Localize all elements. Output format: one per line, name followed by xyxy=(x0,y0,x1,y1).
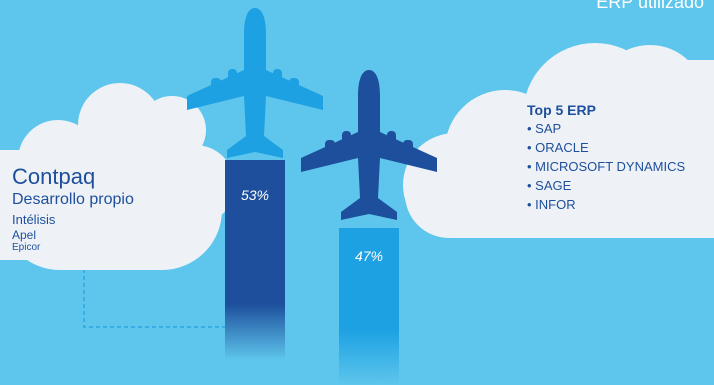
cloud-icon xyxy=(0,83,235,270)
list-item: • INFOR xyxy=(527,196,576,212)
airplane-icon xyxy=(187,8,323,158)
bar-47 xyxy=(339,228,399,385)
list-item: Intélisis xyxy=(12,211,56,227)
top-erp-list: Top 5 ERP • SAP • ORACLE • MICROSOFT DYN… xyxy=(527,100,685,215)
list-item: Desarrollo propio xyxy=(12,191,134,209)
bar-label-53: 53% xyxy=(240,187,270,203)
list-item: Apel xyxy=(12,227,37,242)
list-item: • MICROSOFT DYNAMICS xyxy=(527,158,686,174)
list-item: • SAP xyxy=(527,121,562,137)
list-item: • SAGE xyxy=(527,177,572,193)
bar-label-47: 47% xyxy=(354,248,384,264)
bar-53 xyxy=(225,160,285,360)
cloud-icon xyxy=(403,43,714,238)
list-item: Epicor xyxy=(12,242,41,254)
dashed-connector xyxy=(83,262,225,328)
chart-title: ERP utilizado xyxy=(596,0,704,12)
list-item: • ORACLE xyxy=(527,140,589,156)
other-erp-list: Contpaq Desarrollo propio Intélisis Apel… xyxy=(12,165,134,254)
top-erp-heading: Top 5 ERP xyxy=(527,102,596,118)
list-item: Contpaq xyxy=(12,164,96,189)
